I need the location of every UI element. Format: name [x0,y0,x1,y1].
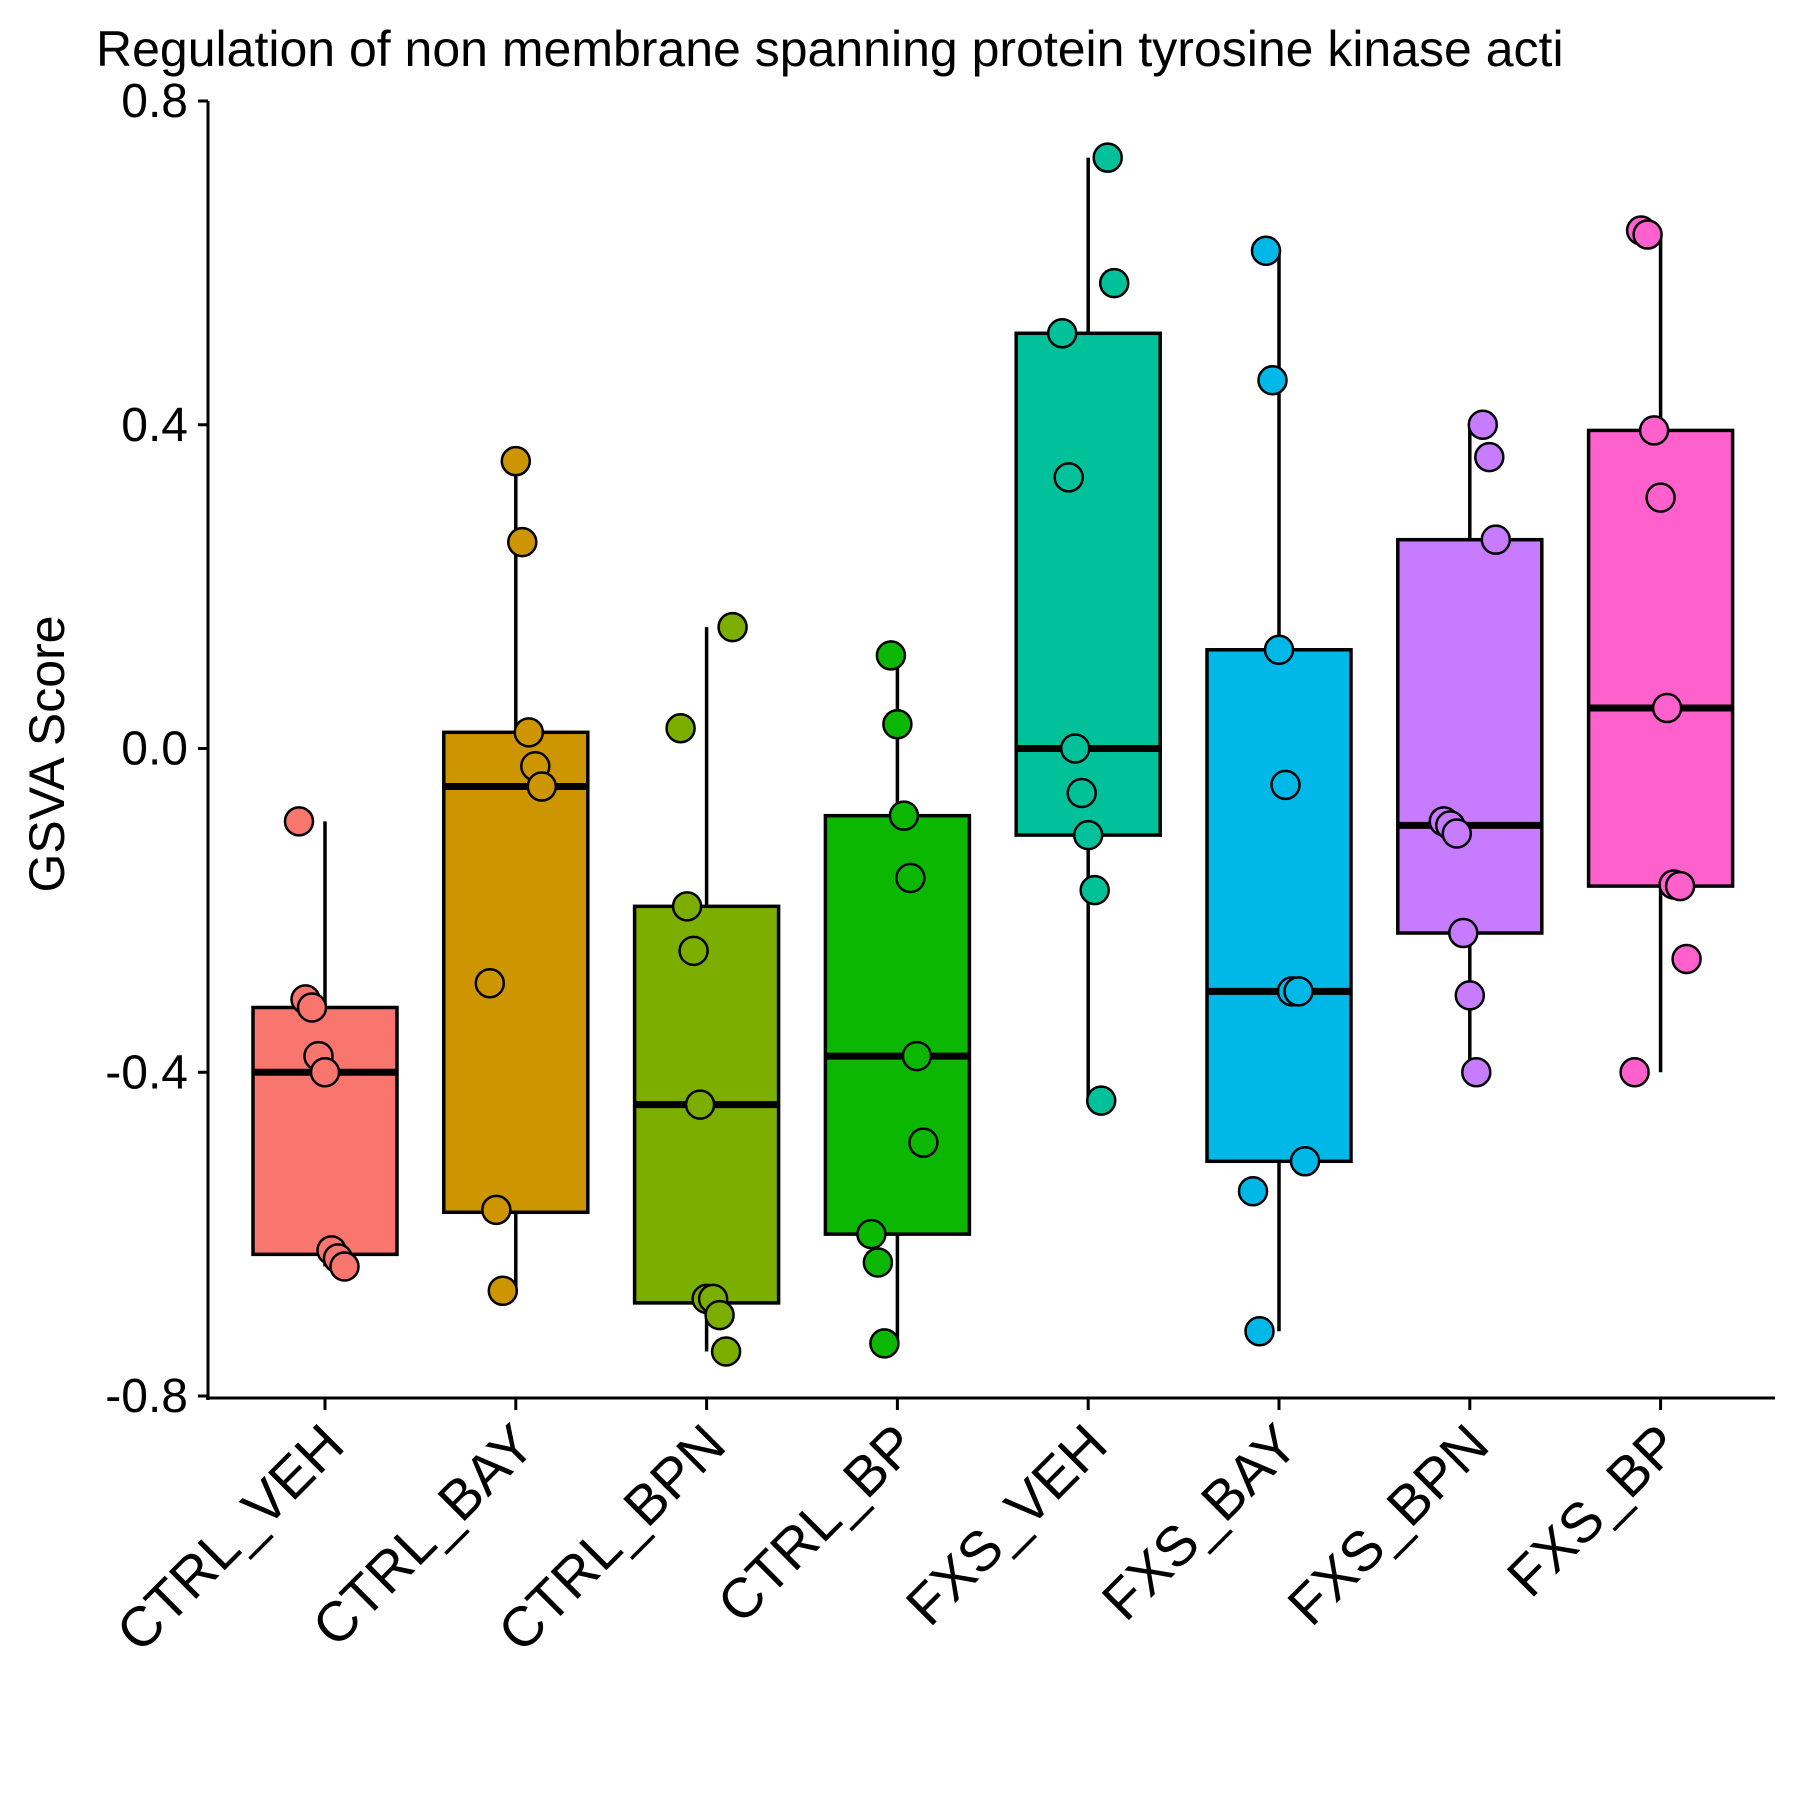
data-point [1467,409,1499,440]
data-point [1092,142,1123,173]
box-group [1586,215,1735,1088]
data-point [1079,874,1110,906]
data-point [1448,917,1479,949]
data-point [856,1218,887,1250]
data-point [487,1275,519,1307]
data-point [1257,364,1288,396]
y-tick-label: 0.4 [121,399,188,452]
data-point [1066,777,1097,809]
data-point [882,708,913,740]
plot-area [251,142,1735,1367]
data-point [1059,733,1091,764]
y-tick-label: 0.0 [121,723,188,776]
data-point [1085,1085,1117,1116]
data-point [678,935,709,967]
x-tick-label: FXS_BP [1495,1412,1691,1608]
data-point [901,1040,933,1072]
box [1014,331,1162,837]
data-point [1237,1175,1269,1207]
data-point [717,611,748,643]
box-group [251,806,399,1282]
data-point [474,967,506,999]
data-point [862,1247,894,1278]
box-group [1396,409,1544,1088]
data-point [908,1127,939,1158]
data-point [671,891,703,922]
x-axis: CTRL_VEHCTRL_BAYCTRL_BPNCTRL_BPFXS_VEHFX… [104,1396,1775,1663]
data-point [329,1251,360,1282]
data-point [1072,819,1104,851]
chart-title: Regulation of non membrane spanning prot… [96,21,1564,77]
data-point [1651,692,1683,724]
data-point [665,713,696,744]
x-tick-label: CTRL_BP [705,1412,928,1635]
x-tick-label: FXS_VEH [894,1412,1119,1637]
y-tick-label: -0.8 [105,1370,188,1423]
data-point [1619,1057,1650,1088]
data-point [1645,482,1676,513]
data-point [1454,980,1486,1011]
x-tick-label: FXS_BAY [1090,1412,1310,1632]
data-point [1244,1316,1275,1347]
y-axis: -0.8 -0.4 0.0 0.4 0.8 [105,75,210,1423]
data-point [1046,318,1078,349]
data-point [875,640,907,671]
data-point [888,800,920,831]
x-tick-label: FXS_BPN [1275,1412,1500,1637]
data-point [1270,769,1301,801]
box-group [823,640,972,1359]
box-group [1014,142,1162,1116]
data-point [1671,943,1702,975]
data-point [1461,1057,1492,1088]
y-axis-title: GSVA Score [19,616,75,893]
box-group [632,611,781,1367]
data-point [704,1299,735,1331]
data-point [507,526,538,558]
data-point [296,992,328,1023]
data-point [1283,976,1314,1007]
data-point [513,717,545,748]
data-point [895,862,926,894]
data-point [1441,818,1473,849]
box-group [1205,235,1353,1347]
y-tick-label: 0.8 [121,75,188,128]
data-point [500,445,532,477]
data-point [869,1328,900,1359]
data-point [1289,1146,1321,1177]
data-point [1632,219,1663,250]
data-point [481,1194,512,1226]
box [442,730,590,1215]
data-point [1263,634,1295,666]
data-point [283,806,315,837]
box [1205,648,1353,1164]
data-point [1250,235,1282,266]
data-point [309,1057,341,1088]
data-point [684,1089,716,1120]
box-group [442,445,590,1307]
data-point [1480,524,1512,555]
data-point [1474,441,1505,473]
data-point [710,1336,742,1367]
y-tick-label: -0.4 [105,1046,188,1099]
data-point [1664,870,1696,902]
box [1396,537,1544,935]
data-point [1098,267,1130,299]
data-point [526,771,558,802]
data-point [1638,415,1670,446]
data-point [1053,462,1084,493]
